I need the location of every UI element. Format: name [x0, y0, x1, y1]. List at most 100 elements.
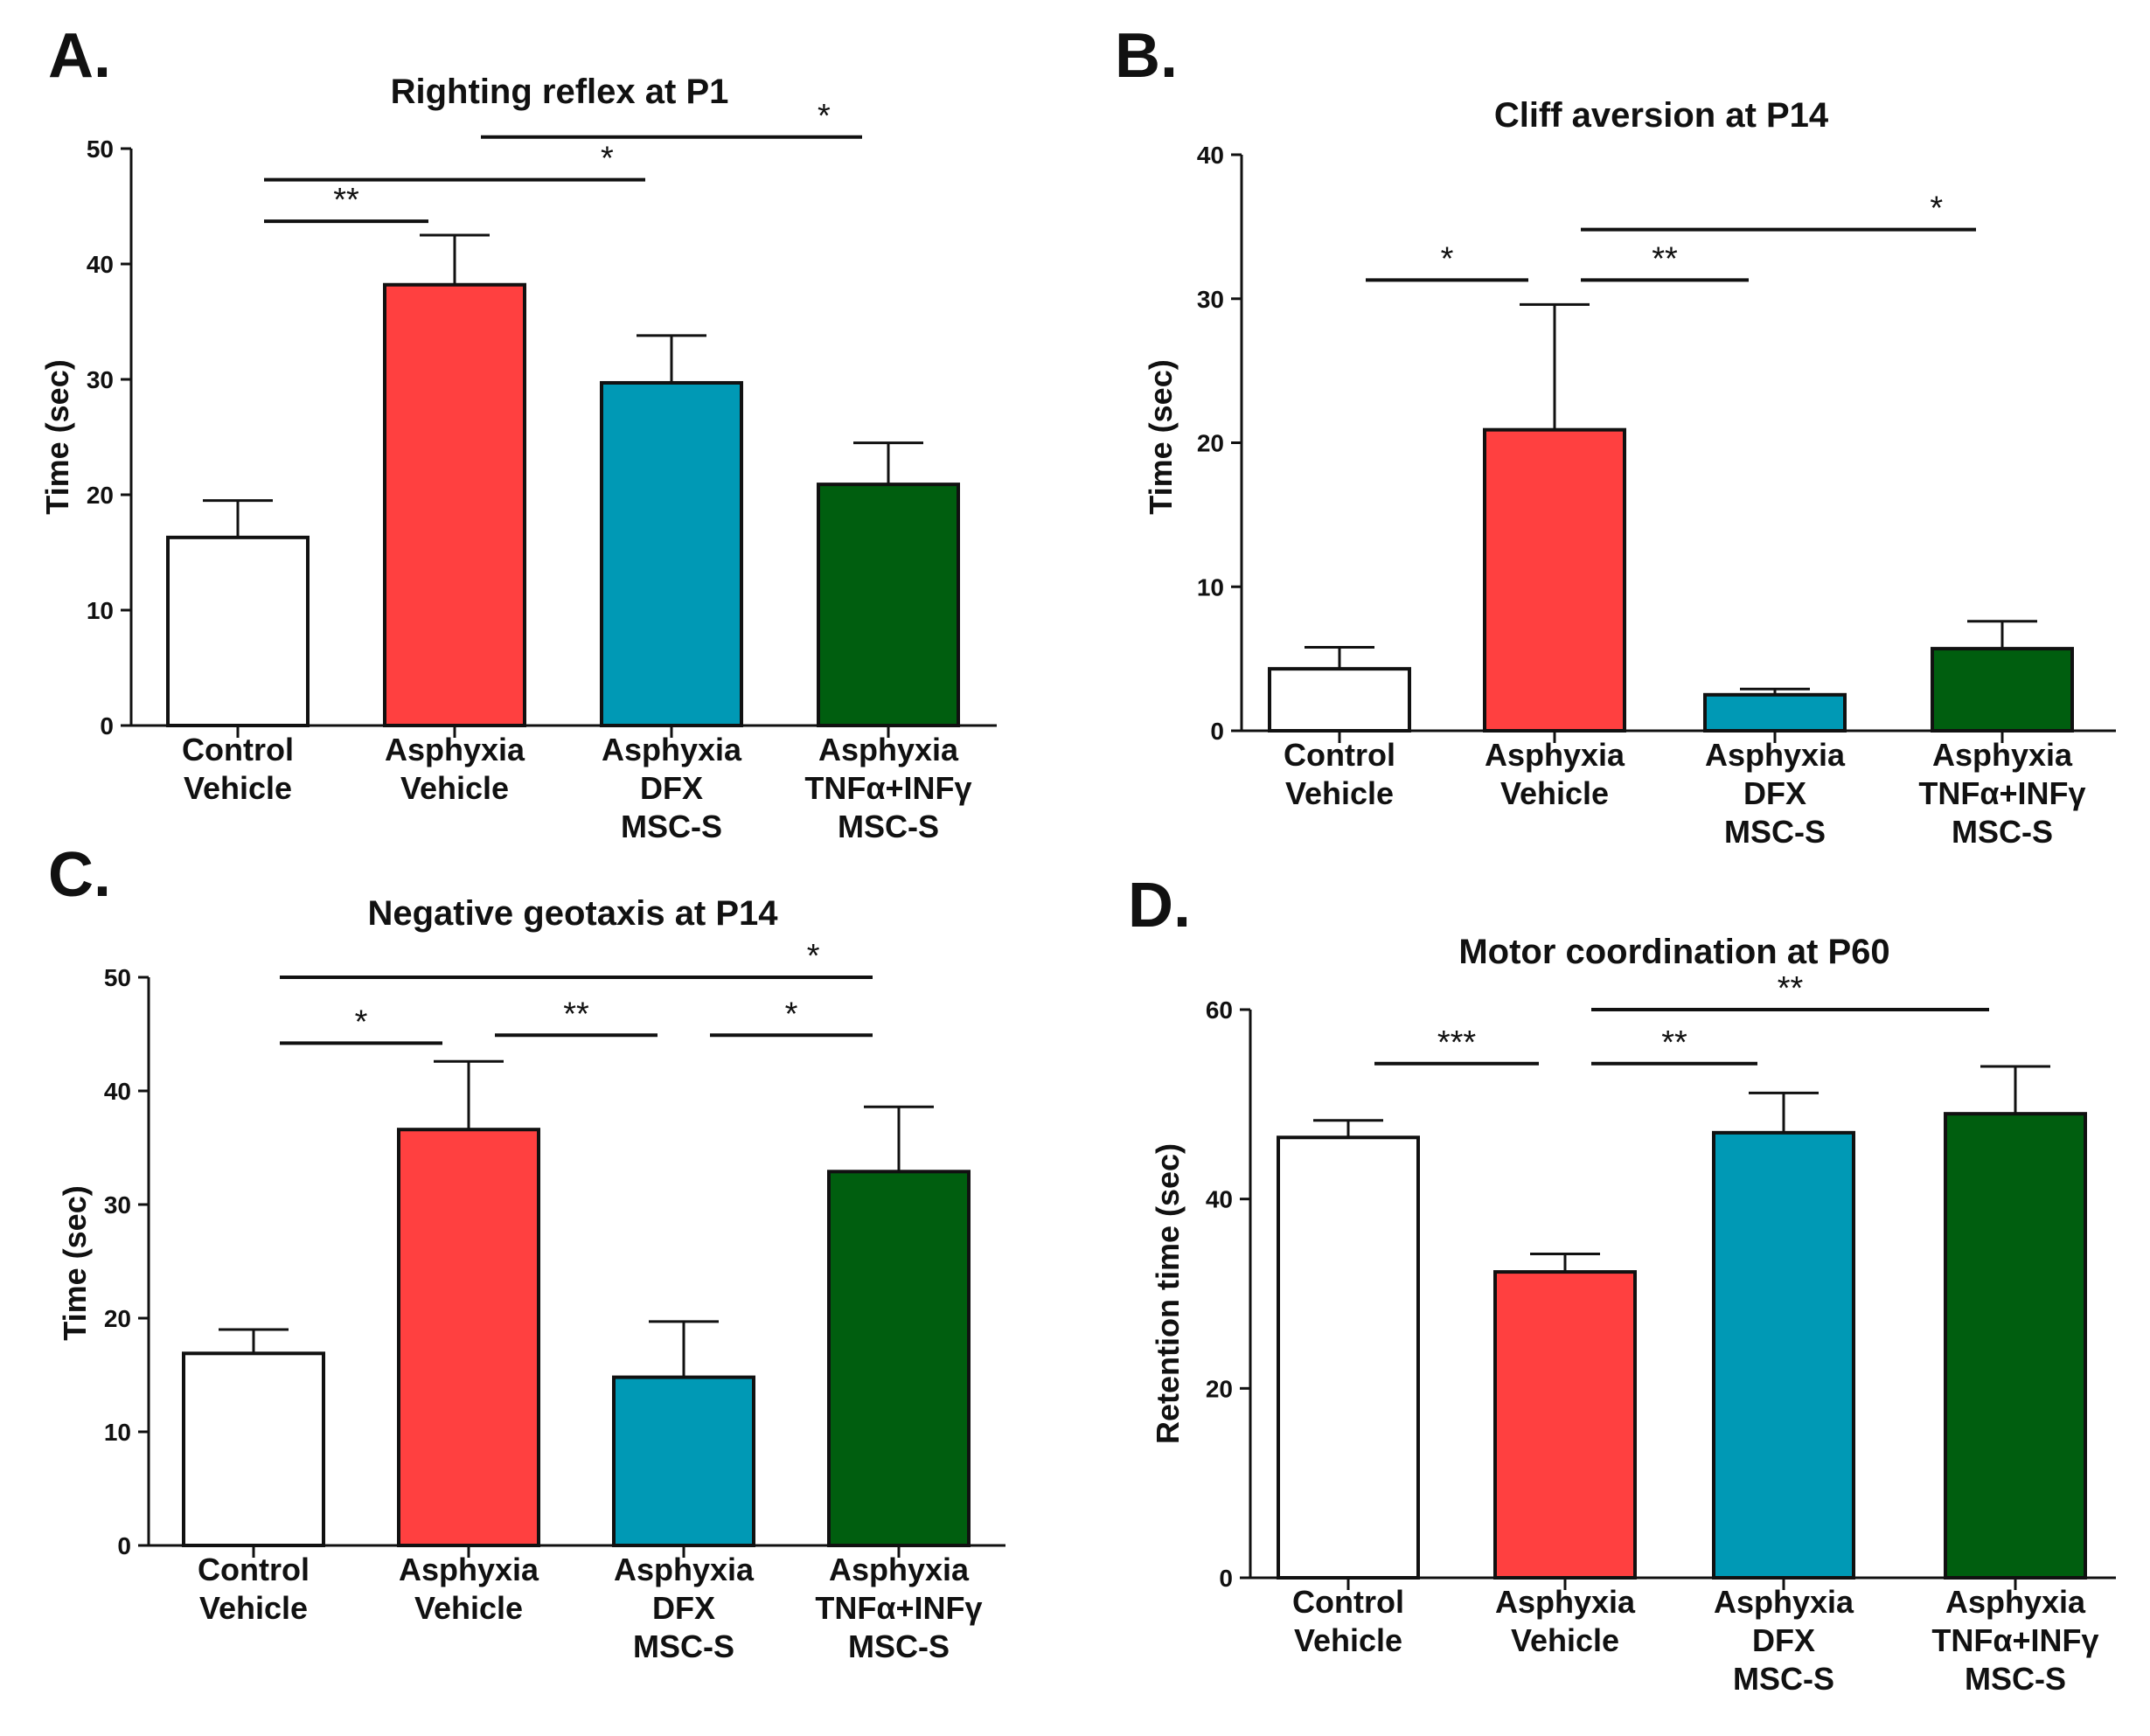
x-tick-label: TNFα+INFγ	[1918, 775, 2085, 811]
y-tick-label: 20	[87, 482, 114, 509]
x-tick-label: MSC-S	[838, 809, 939, 844]
panel-letter: B.	[1115, 21, 1178, 91]
y-tick-label: 40	[1197, 142, 1224, 169]
y-tick-label: 50	[87, 135, 114, 163]
panel-letter: C.	[48, 840, 111, 910]
y-tick-label: 50	[104, 964, 131, 991]
x-tick-label: Asphyxia	[1705, 737, 1846, 773]
bar	[1483, 427, 1626, 733]
x-tick-label: Control	[1292, 1584, 1404, 1620]
x-tick-label: DFX	[1752, 1622, 1815, 1658]
chart-title: Cliff aversion at P14	[1494, 96, 1829, 135]
x-tick-label: MSC-S	[1724, 814, 1826, 850]
x-tick-label: TNFα+INFγ	[804, 770, 971, 806]
x-tick-label: Vehicle	[1285, 775, 1394, 811]
x-tick-label: Vehicle	[184, 770, 292, 806]
y-tick-label: 20	[1206, 1375, 1233, 1402]
significance-label: **	[333, 182, 359, 219]
x-tick-label: TNFα+INFγ	[1931, 1622, 2098, 1658]
x-tick-label: MSC-S	[1952, 814, 2053, 850]
significance-label: *	[1930, 191, 1943, 227]
x-tick-label: Vehicle	[400, 770, 509, 806]
x-tick-label: DFX	[652, 1590, 715, 1626]
bar	[1493, 1270, 1637, 1580]
x-tick-label: Asphyxia	[1945, 1584, 2086, 1620]
x-tick-label: MSC-S	[848, 1628, 950, 1664]
significance-label: **	[1661, 1024, 1687, 1061]
y-tick-label: 30	[87, 366, 114, 393]
x-tick-label: Control	[182, 732, 294, 767]
x-tick-label: Asphyxia	[385, 732, 525, 767]
bar	[1268, 667, 1411, 733]
significance-label: ***	[1437, 1024, 1477, 1061]
significance-label: *	[355, 1003, 368, 1040]
chart-title: Righting reflex at P1	[391, 73, 729, 111]
panel-b: B. Cliff aversion at P14 Time (sec) 0 10 20 30…	[1115, 21, 2116, 850]
bar	[182, 1351, 325, 1548]
y-tick-label: 60	[1206, 996, 1233, 1024]
significance-label: *	[601, 141, 614, 177]
significance-label: *	[807, 938, 820, 975]
x-tick-label: Asphyxia	[818, 732, 959, 767]
x-tick-label: Vehicle	[1511, 1622, 1619, 1658]
x-tick-label: Asphyxia	[1495, 1584, 1636, 1620]
bar	[166, 535, 310, 728]
y-tick-label: 10	[104, 1419, 131, 1446]
bar	[1277, 1135, 1420, 1580]
y-tick-label: 10	[1197, 573, 1224, 601]
x-tick-label: MSC-S	[1965, 1661, 2066, 1697]
panel-letter: D.	[1128, 871, 1191, 941]
x-tick-label: Control	[198, 1552, 310, 1587]
x-tick-label: Asphyxia	[1714, 1584, 1854, 1620]
y-tick-label: 40	[87, 251, 114, 278]
bar	[1703, 692, 1847, 733]
chart-title: Negative geotaxis at P14	[367, 894, 778, 933]
bar	[827, 1170, 971, 1548]
y-tick-label: 40	[1206, 1186, 1233, 1213]
panel-c: C. Negative geotaxis at P14 Time (sec) 0 10 2…	[48, 840, 1005, 1664]
y-axis-label: Time (sec)	[57, 1185, 93, 1340]
significance-label: *	[1441, 240, 1454, 277]
x-tick-label: MSC-S	[621, 809, 722, 844]
x-tick-label: MSC-S	[1733, 1661, 1834, 1697]
bar	[383, 282, 526, 727]
bar	[397, 1128, 540, 1547]
x-tick-label: Vehicle	[414, 1590, 523, 1626]
x-tick-label: DFX	[1743, 775, 1806, 811]
x-tick-label: Asphyxia	[399, 1552, 539, 1587]
y-tick-label: 30	[104, 1191, 131, 1219]
bar	[612, 1375, 755, 1547]
y-axis-label: Time (sec)	[39, 359, 75, 514]
x-tick-label: Asphyxia	[1485, 737, 1625, 773]
x-tick-label: Control	[1284, 737, 1395, 773]
y-tick-label: 20	[1197, 430, 1224, 457]
x-tick-label: Vehicle	[199, 1590, 308, 1626]
y-tick-label: 0	[100, 712, 114, 740]
y-tick-label: 10	[87, 597, 114, 624]
panel-a: A. Righting reflex at P1 Time (sec) 0 10 20 30…	[39, 21, 997, 844]
bar	[817, 483, 960, 727]
significance-label: **	[1652, 240, 1678, 277]
x-tick-label: Asphyxia	[614, 1552, 755, 1587]
x-tick-label: Vehicle	[1500, 775, 1609, 811]
y-tick-label: 30	[1197, 286, 1224, 313]
x-tick-label: Asphyxia	[829, 1552, 970, 1587]
significance-label: *	[785, 996, 798, 1032]
x-tick-label: TNFα+INFγ	[815, 1590, 982, 1626]
x-tick-label: Asphyxia	[602, 732, 742, 767]
bar	[600, 380, 743, 727]
x-tick-label: MSC-S	[633, 1628, 734, 1664]
y-tick-label: 0	[1210, 718, 1224, 745]
bar	[1931, 647, 2074, 733]
y-tick-label: 40	[104, 1078, 131, 1105]
significance-label: *	[818, 98, 831, 135]
y-tick-label: 0	[117, 1532, 131, 1559]
y-tick-label: 20	[104, 1305, 131, 1332]
chart-title: Motor coordination at P60	[1458, 933, 1889, 971]
y-tick-label: 0	[1219, 1565, 1233, 1592]
x-tick-label: DFX	[640, 770, 703, 806]
bar	[1944, 1112, 2087, 1580]
significance-label: **	[1778, 970, 1804, 1007]
y-axis-label: Time (sec)	[1143, 359, 1179, 514]
